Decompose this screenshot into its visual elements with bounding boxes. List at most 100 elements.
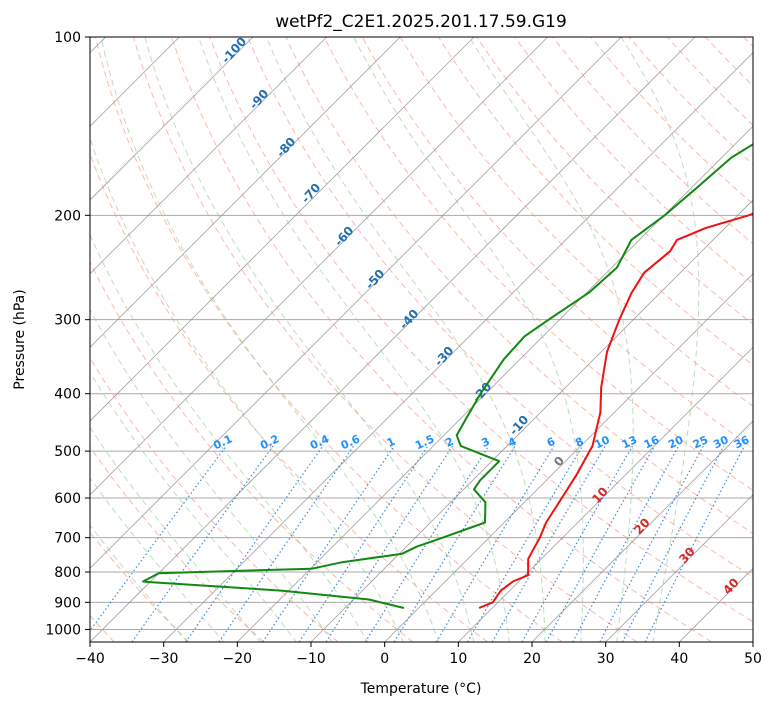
dry-adiabat-label: -10: [507, 413, 532, 438]
mixing-ratio-line: [466, 445, 584, 642]
mixing-ratio-label: 3: [479, 435, 491, 450]
mixing-ratio-label: 6: [545, 435, 558, 450]
mixing-ratio-line: [599, 445, 704, 642]
moist-adiabat: [90, 308, 333, 642]
dry-adiabat: [285, 37, 753, 535]
moist-adiabat-label: 30: [676, 544, 698, 566]
mixing-ratio-label: 16: [642, 433, 662, 451]
isotherm-line: [90, 37, 327, 275]
profile-series: [142, 143, 753, 609]
mixing-ratio-line: [131, 445, 274, 642]
isotherm-line: [752, 641, 753, 642]
dry-adiabat-label: -80: [274, 135, 299, 160]
dry-adiabat: [90, 260, 414, 642]
y-tick-label: 700: [54, 531, 81, 547]
dry-adiabat: [90, 446, 264, 642]
isobar-grid: [90, 37, 753, 630]
dry-adiabat: [209, 37, 753, 623]
dry-adiabat-label: -40: [397, 307, 422, 332]
mixing-ratio-lines: [90, 445, 746, 642]
y-tick-label: 100: [54, 30, 81, 46]
mixing-ratio-line: [521, 445, 634, 642]
moist-adiabat: [144, 37, 475, 642]
dry-adiabats: [90, 37, 753, 642]
y-tick-label: 200: [54, 208, 81, 224]
dry-adiabat: [552, 37, 753, 245]
isotherm-line: [237, 125, 753, 642]
moist-adiabats: [90, 37, 700, 642]
isotherm-line: [163, 52, 753, 642]
y-tick-label: 400: [54, 387, 81, 403]
x-tick-label: −40: [75, 651, 105, 667]
dry-adiabat: [90, 531, 190, 642]
dry-adiabat: [704, 37, 753, 87]
isotherm-line: [90, 37, 696, 642]
isotherm-line: [531, 420, 753, 642]
isotherm-line: [90, 37, 254, 201]
dry-adiabat: [90, 152, 488, 642]
dry-adiabat: [476, 37, 753, 325]
mixing-ratio-line: [644, 445, 746, 642]
mixing-ratio-label: 0.2: [258, 432, 281, 452]
x-tick-label: 50: [744, 651, 762, 667]
y-tick-label: 900: [54, 595, 81, 611]
isotherm-line: [310, 199, 753, 642]
moist-adiabat-label: 40: [720, 575, 742, 597]
moist-adiabat: [90, 524, 188, 642]
x-tick-label: 10: [449, 651, 467, 667]
mixing-ratio-line: [218, 445, 355, 642]
mixing-ratio-label: 36: [732, 433, 752, 451]
x-tick-label: 40: [670, 651, 688, 667]
mixing-ratio-label: 2: [443, 435, 455, 450]
dry-adiabat: [90, 356, 339, 642]
isotherm-grid: [90, 37, 753, 642]
y-tick-label: 300: [54, 313, 81, 329]
dry-adiabat-label: -100: [219, 34, 249, 66]
mixing-ratio-line: [393, 445, 516, 642]
mixing-ratio-label: 30: [711, 433, 731, 451]
mixing-ratio-label: 0.1: [211, 432, 234, 452]
mixing-ratio-line: [325, 445, 454, 642]
isotherm-line: [90, 37, 475, 422]
moist-adiabat: [90, 233, 369, 642]
x-tick-label: 30: [597, 651, 615, 667]
x-tick-label: −20: [223, 651, 253, 667]
isotherm-line: [384, 273, 753, 642]
mixing-ratio-label: 1.5: [413, 432, 436, 452]
moist-adiabat-label: 20: [631, 515, 653, 537]
moist-adiabat: [90, 477, 225, 642]
temperature-line: [478, 212, 753, 609]
mixing-ratio-label: 0.6: [339, 432, 362, 452]
dry-adiabat: [132, 37, 638, 642]
dry-adiabat: [94, 37, 563, 642]
moist-adiabat: [620, 37, 700, 642]
y-axis-label: Pressure (hPa): [12, 289, 28, 389]
y-tick-label: 800: [54, 565, 81, 581]
moist-adiabat: [468, 37, 634, 642]
mixing-ratio-label: 1: [385, 435, 397, 450]
mixing-ratio-line: [435, 445, 555, 642]
mixing-ratio-line: [364, 445, 490, 642]
isotherm-line: [90, 37, 622, 569]
mixing-ratio-label: 20: [666, 433, 686, 451]
dewpoint-line: [142, 143, 753, 609]
moist-adiabat: [90, 136, 404, 642]
moist-adiabat: [265, 37, 546, 642]
plot-frame: [89, 36, 754, 643]
mixing-ratio-line: [185, 445, 324, 642]
dry-adiabat-label: -70: [299, 181, 324, 206]
moist-adiabat: [353, 37, 584, 642]
moist-adiabat: [100, 37, 440, 642]
moist-adiabat-label: 0: [551, 454, 567, 470]
moist-adiabat: [90, 371, 297, 642]
x-tick-label: −10: [296, 651, 326, 667]
mixing-ratio-line: [90, 445, 227, 632]
y-tick-label: 1000: [45, 622, 81, 638]
dry-adiabat-label: -50: [363, 267, 388, 292]
isotherm-line: [90, 37, 548, 496]
dry-adiabat: [323, 37, 753, 491]
x-tick-label: 0: [380, 651, 389, 667]
moist-adiabat: [198, 37, 510, 642]
mixing-ratio-label: 10: [593, 433, 613, 451]
